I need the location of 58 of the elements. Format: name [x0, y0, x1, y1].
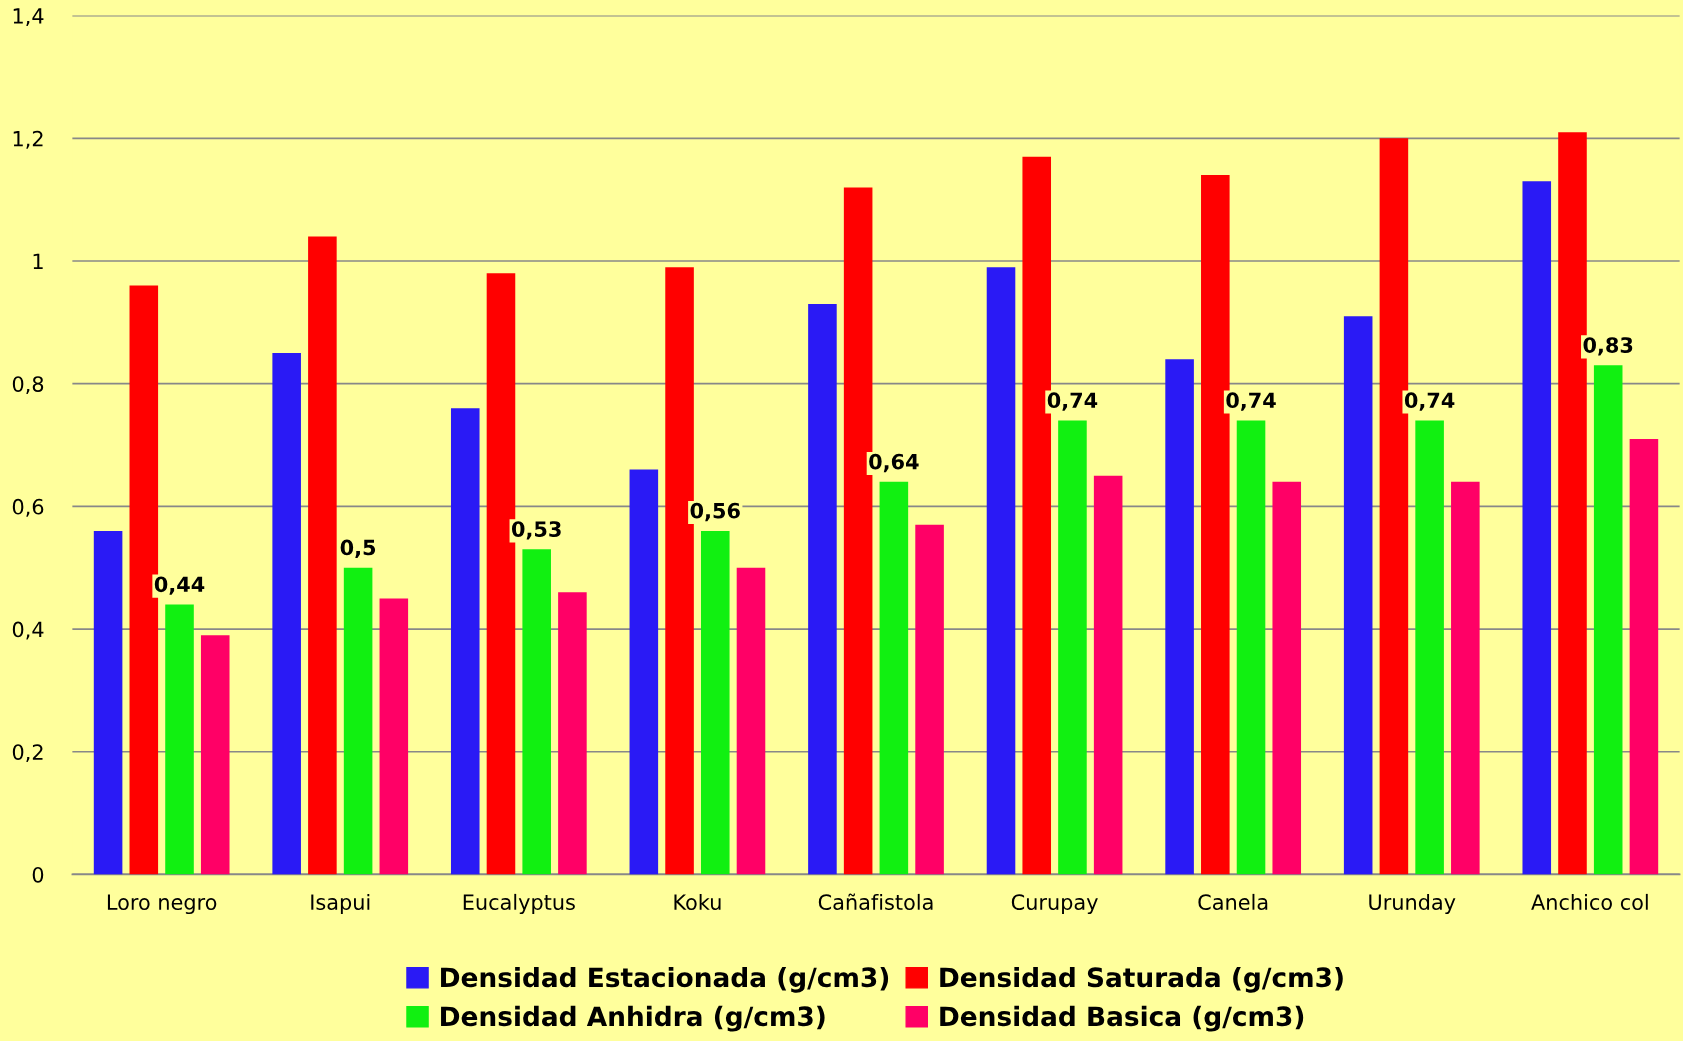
bar	[1343, 316, 1373, 875]
y-tick-label: 0,8	[12, 376, 44, 395]
bar	[379, 598, 409, 875]
y-tick-label: 1,2	[13, 130, 43, 149]
y-tick-label: 0,6	[12, 498, 44, 517]
x-tick-label: Curupay	[1011, 894, 1098, 915]
data-label: 0,74	[1047, 392, 1098, 411]
data-label: 0,56	[690, 502, 740, 522]
bar	[879, 481, 909, 875]
data-label: 0,53	[511, 521, 561, 540]
x-tick-label: Eucalyptus	[463, 893, 575, 915]
bar	[700, 530, 730, 875]
bar	[1236, 420, 1266, 875]
x-tick-label: Koku	[674, 893, 721, 911]
y-tick-label: 0,2	[12, 744, 43, 763]
data-label: 0,74	[1226, 392, 1276, 411]
y-tick-label: 0,4	[12, 621, 44, 640]
bar	[1058, 420, 1087, 875]
bar	[986, 267, 1016, 875]
bar	[629, 469, 659, 875]
bar	[1415, 420, 1444, 875]
bar	[1451, 481, 1480, 875]
bar	[308, 236, 337, 875]
x-tick-label: Isapui	[311, 893, 370, 915]
bar	[736, 567, 766, 875]
bar	[272, 353, 301, 875]
bar	[1272, 481, 1302, 875]
x-tick-label: Anchico col	[1531, 893, 1648, 911]
y-tick-label: 1,4	[13, 8, 44, 26]
data-label: 0,83	[1583, 337, 1633, 356]
bar	[1093, 475, 1123, 875]
bar	[1629, 438, 1659, 875]
data-label: 0,74	[1404, 392, 1455, 411]
bar	[808, 303, 837, 875]
bar	[1165, 359, 1194, 875]
bar	[522, 549, 551, 875]
legend-label: Densidad Anhidra (g/cm3)	[441, 1005, 825, 1032]
bar	[915, 524, 944, 875]
bar	[165, 604, 194, 875]
legend-label: Densidad Saturada (g/cm3)	[940, 966, 1343, 993]
x-tick-label: Urunday	[1369, 893, 1456, 915]
bar	[93, 530, 123, 875]
bar	[558, 592, 587, 875]
y-tick-label: 0	[32, 866, 44, 883]
x-tick-label: Cañafistola	[818, 893, 933, 911]
legend-label: Densidad Basica (g/cm3)	[940, 1005, 1304, 1032]
legend-label: Densidad Estacionada (g/cm3)	[441, 966, 889, 993]
bar	[343, 567, 373, 875]
bar	[1593, 365, 1623, 875]
bar	[200, 635, 230, 875]
bar	[450, 408, 480, 875]
bar	[1522, 181, 1552, 875]
data-label: 0,64	[869, 453, 919, 473]
x-tick-label: Loro negro	[107, 894, 217, 915]
data-label: 0,5	[340, 539, 376, 559]
y-tick-label: 1	[33, 253, 43, 269]
data-label: 0,44	[154, 576, 205, 595]
x-tick-label: Canela	[1198, 893, 1268, 911]
